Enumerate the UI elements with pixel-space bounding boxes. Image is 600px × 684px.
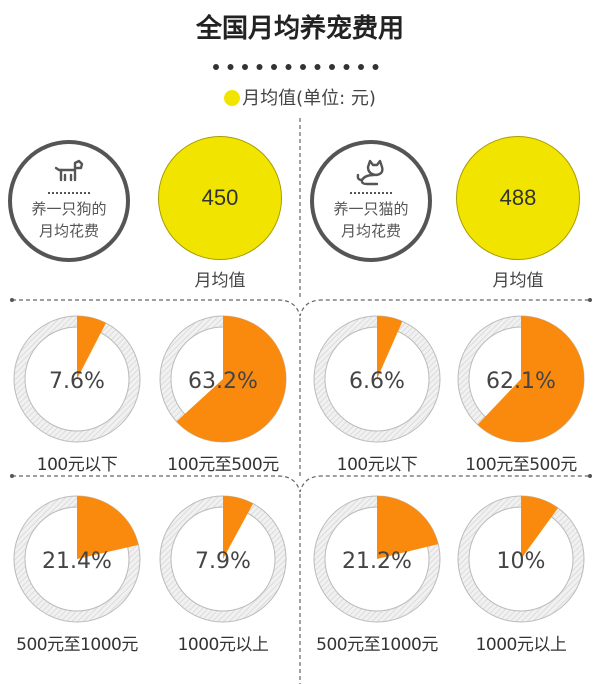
pie-dog-under-100-label: 100元以下 xyxy=(36,455,118,475)
pie-percentage-label: 63.2% xyxy=(188,369,258,394)
pie-dog-over-1000-label: 1000元以上 xyxy=(177,635,269,655)
dog-average-circle: 450 xyxy=(158,136,282,260)
dog-caption-line2: 月均花费 xyxy=(38,222,99,240)
legend-swatch xyxy=(224,90,241,106)
pie-cat-under-100-label: 100元以下 xyxy=(336,455,418,475)
dog-caption-circle: 养一只狗的 月均花费 xyxy=(8,140,130,262)
pie-slice xyxy=(77,496,139,559)
pie-dog-100-500: 63.2% xyxy=(159,315,287,443)
pie-slice xyxy=(176,316,286,442)
cat-caption: 养一只猫的 月均花费 xyxy=(314,192,428,242)
cat-average-label: 月均值 xyxy=(492,271,544,291)
pie-slice xyxy=(377,316,403,379)
title-dot-separator xyxy=(213,64,379,70)
cat-icon xyxy=(356,159,384,186)
pie-cat-500-1000-label: 500元至1000元 xyxy=(316,635,438,655)
pie-dog-100-500-label: 100元至500元 xyxy=(167,455,279,475)
pie-dog-500-1000-label: 500元至1000元 xyxy=(16,635,138,655)
pie-cat-under-100: 6.6% xyxy=(313,315,441,443)
legend-label: 月均值(单位: 元) xyxy=(242,88,376,109)
pie-percentage-label: 21.2% xyxy=(342,549,412,574)
pie-percentage-label: 7.6% xyxy=(49,369,105,394)
caption-dotted-line xyxy=(350,192,392,194)
dog-caption-line1: 养一只狗的 xyxy=(31,200,107,218)
pie-percentage-label: 10% xyxy=(497,549,546,574)
pie-slice xyxy=(477,316,585,442)
pie-percentage-label: 6.6% xyxy=(349,369,405,394)
cat-caption-line2: 月均花费 xyxy=(340,222,401,240)
dog-icon xyxy=(54,159,84,182)
cat-caption-line1: 养一只猫的 xyxy=(333,200,409,218)
dog-average-label: 月均值 xyxy=(194,271,246,291)
pie-cat-over-1000: 10% xyxy=(457,495,585,623)
dog-caption: 养一只狗的 月均花费 xyxy=(12,192,126,242)
cat-average-circle: 488 xyxy=(456,136,580,260)
pie-slice xyxy=(223,496,253,559)
caption-dotted-line xyxy=(48,192,90,194)
chart-title: 全国月均养宠费用 xyxy=(195,14,404,44)
cat-average-value: 488 xyxy=(499,185,537,210)
pie-slice xyxy=(521,496,559,559)
dog-average-value: 450 xyxy=(201,185,239,210)
pie-slice xyxy=(377,496,439,559)
pie-dog-over-1000: 7.9% xyxy=(159,495,287,623)
pie-slice xyxy=(77,316,106,379)
pie-dog-500-1000: 21.4% xyxy=(13,495,141,623)
pie-cat-100-500: 62.1% xyxy=(457,315,585,443)
pie-percentage-label: 7.9% xyxy=(195,549,251,574)
pie-dog-under-100: 7.6% xyxy=(13,315,141,443)
cat-caption-circle: 养一只猫的 月均花费 xyxy=(310,140,432,262)
legend: 月均值(单位: 元) xyxy=(0,84,600,110)
pie-percentage-label: 21.4% xyxy=(42,549,112,574)
pie-cat-100-500-label: 100元至500元 xyxy=(465,455,577,475)
pie-cat-over-1000-label: 1000元以上 xyxy=(475,635,567,655)
pie-cat-500-1000: 21.2% xyxy=(313,495,441,623)
pie-percentage-label: 62.1% xyxy=(486,369,556,394)
